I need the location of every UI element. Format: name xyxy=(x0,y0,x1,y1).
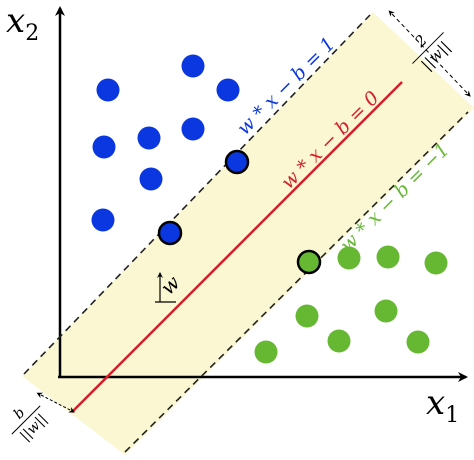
blue-class-point xyxy=(181,54,205,78)
blue-class-point xyxy=(137,126,161,150)
blue-class-point xyxy=(96,78,120,102)
margin-width-fraction-bar xyxy=(412,32,444,64)
green-class-point xyxy=(295,304,319,328)
negative-margin-line xyxy=(124,111,469,453)
green-class-point xyxy=(424,251,448,275)
bias-offset-arrow xyxy=(36,392,75,413)
green-class-point xyxy=(376,245,400,269)
green-class-point xyxy=(254,340,278,364)
blue-support-vector xyxy=(157,220,183,246)
x1-axis-label: x1 xyxy=(426,383,459,428)
green-class-point xyxy=(406,330,430,354)
x2-axis-letter: x xyxy=(6,1,25,41)
data-points xyxy=(91,54,448,364)
green-class-point xyxy=(337,246,361,270)
blue-class-point xyxy=(91,208,115,232)
x2-axis-subscript: 2 xyxy=(25,21,39,46)
blue-class-point xyxy=(92,135,116,159)
margin-width-arrow xyxy=(388,10,471,97)
blue-class-point xyxy=(216,78,240,102)
x2-axis-label: x2 xyxy=(6,1,39,46)
decision-hyperplane xyxy=(71,81,403,413)
green-support-vector xyxy=(296,249,322,275)
blue-support-vector xyxy=(224,149,250,175)
x1-axis-letter: x xyxy=(426,383,445,423)
bias-offset-fraction: b ||w|| xyxy=(11,405,51,445)
bias-offset-fraction-bar xyxy=(11,405,41,435)
margin-band xyxy=(22,12,474,455)
blue-class-point xyxy=(181,117,205,141)
green-class-point xyxy=(374,299,398,323)
green-class-point xyxy=(327,329,351,353)
blue-class-point xyxy=(139,167,163,191)
x1-axis-subscript: 1 xyxy=(445,403,459,428)
